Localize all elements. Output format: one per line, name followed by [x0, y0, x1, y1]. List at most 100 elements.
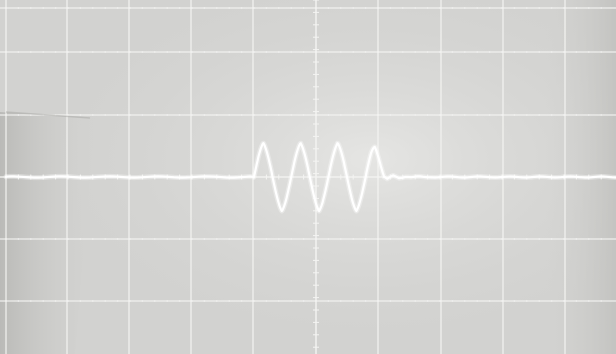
grid-dot	[364, 238, 367, 240]
grid-dot	[377, 7, 379, 9]
grid-dot	[339, 51, 342, 53]
signal-trace	[3, 111, 616, 214]
grid-dot	[5, 238, 7, 240]
grid-dot	[339, 114, 342, 116]
grid-dot	[240, 114, 243, 116]
grid-dot	[315, 7, 317, 9]
grid-dot	[587, 7, 590, 9]
grid-dot	[389, 300, 392, 302]
grid-dot	[240, 51, 243, 53]
grid-dot	[240, 238, 243, 240]
grid-dot	[141, 51, 144, 53]
grid-dot	[451, 7, 454, 9]
grid-dot	[315, 114, 317, 116]
grid-dot	[550, 114, 553, 116]
grid-dot	[377, 114, 379, 116]
grid-dot	[513, 300, 516, 302]
grid-dot	[277, 300, 280, 302]
grid-dot	[513, 238, 516, 240]
grid-dot	[476, 7, 479, 9]
grid-dot	[364, 114, 367, 116]
grid-dot	[178, 238, 181, 240]
grid-dot	[476, 300, 479, 302]
grid-dot	[91, 51, 94, 53]
grid-dot	[29, 51, 32, 53]
shadow-edge	[5, 111, 91, 119]
grid-dot	[67, 114, 69, 116]
grid-dot	[228, 51, 231, 53]
grid-dot	[191, 238, 193, 240]
grid-dot	[153, 238, 156, 240]
grid-dot	[17, 300, 20, 302]
grid-dot	[538, 114, 541, 116]
grid-dot	[17, 114, 20, 116]
grid-dot	[563, 300, 565, 302]
grid-dot	[339, 7, 342, 9]
grid-dot	[426, 300, 429, 302]
grid-dot	[352, 114, 355, 116]
grid-dot	[600, 7, 603, 9]
grid-dot	[389, 51, 392, 53]
grid-dot	[414, 51, 417, 53]
grid-dot	[426, 51, 429, 53]
grid-dot	[439, 51, 441, 53]
grid-dot	[153, 114, 156, 116]
grid-dot	[277, 238, 280, 240]
grid-dot	[29, 300, 32, 302]
grid-dot	[463, 300, 466, 302]
grid-dot	[67, 7, 69, 9]
grid-dot	[513, 51, 516, 53]
grid-dot	[401, 7, 404, 9]
grid-dot	[451, 238, 454, 240]
grid-dot	[129, 238, 131, 240]
grid-dot	[476, 51, 479, 53]
grid-dot	[79, 7, 82, 9]
grid-dot	[153, 300, 156, 302]
grid-dot	[352, 238, 355, 240]
grid-dot	[166, 238, 169, 240]
grid-dot	[290, 300, 293, 302]
grid-dot	[215, 300, 218, 302]
grid-dot	[575, 300, 578, 302]
grid-dot	[401, 114, 404, 116]
grid-dot	[600, 300, 603, 302]
grid-dot	[116, 114, 119, 116]
grid-dot	[339, 300, 342, 302]
grid-dot	[104, 51, 107, 53]
grid-dot	[488, 238, 491, 240]
grid-dot	[414, 238, 417, 240]
grid-dot	[79, 238, 82, 240]
grid-dot	[290, 7, 293, 9]
grid-dot	[67, 238, 69, 240]
grid-dot	[215, 114, 218, 116]
trace-line	[4, 142, 616, 213]
grid-dot	[600, 114, 603, 116]
grid-dot	[203, 51, 206, 53]
grid-dot	[277, 51, 280, 53]
grid-dot	[463, 7, 466, 9]
grid-dot	[290, 114, 293, 116]
grid-dot	[327, 300, 330, 302]
grid-dot	[191, 7, 193, 9]
grid-dot	[67, 300, 69, 302]
grid-dot	[265, 114, 268, 116]
grid-dot	[488, 114, 491, 116]
grid-dot	[327, 7, 330, 9]
grid-dot	[575, 238, 578, 240]
grid-dot	[91, 114, 94, 116]
grid-dot	[79, 300, 82, 302]
grid-dot	[575, 51, 578, 53]
grid-dot	[488, 300, 491, 302]
grid-dot	[439, 300, 441, 302]
grid-dot	[178, 7, 181, 9]
grid-dot	[476, 114, 479, 116]
grid-dot	[141, 238, 144, 240]
grid-dot	[42, 51, 45, 53]
grid-dot	[513, 7, 516, 9]
grid-dot	[389, 114, 392, 116]
grid-dot	[91, 238, 94, 240]
grid-dot	[191, 300, 193, 302]
grid-dot	[377, 51, 379, 53]
grid-dot	[265, 300, 268, 302]
grid-dot	[315, 51, 317, 53]
